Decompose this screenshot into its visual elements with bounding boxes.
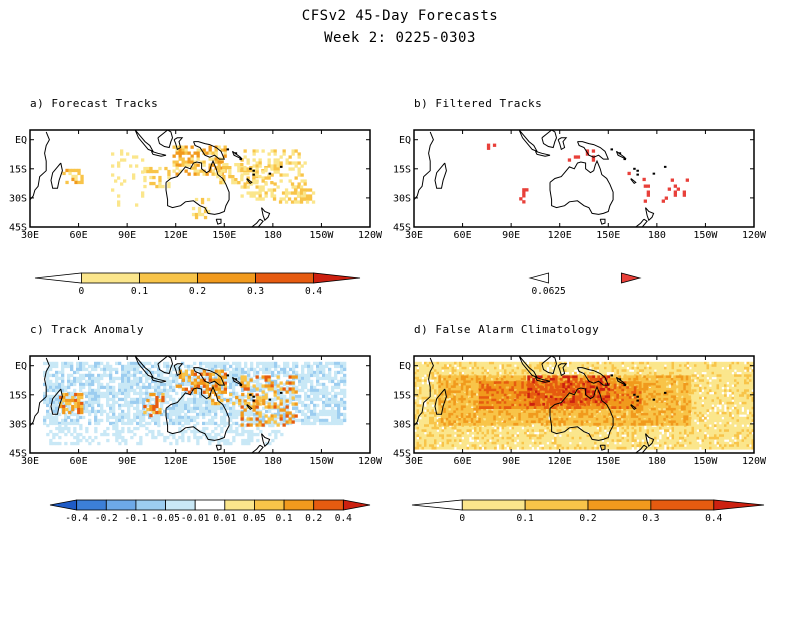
- colorbar-label: 0.01: [213, 513, 236, 524]
- lon-tick-label: 180: [264, 230, 282, 241]
- lat-tick-label: 45S: [393, 449, 411, 460]
- lat-tick-label: 45S: [9, 223, 27, 234]
- lon-tick-label: 120W: [742, 230, 767, 241]
- panel-d-coastlines: [414, 356, 667, 453]
- lon-tick-label: 150E: [596, 456, 620, 467]
- panel-d-colorbar: 0 0.1 0.2 0.3 0.4: [411, 499, 765, 524]
- lat-tick-label: EQ: [15, 361, 27, 372]
- lon-tick-label: 60E: [70, 230, 88, 241]
- colorbar-label: 0.4: [305, 286, 322, 297]
- lon-tick-label: 180: [264, 456, 282, 467]
- colorbar-label: 0.2: [189, 286, 206, 297]
- panel-a-map: 30E 60E 90E 120E 150E 180 150W 120W EQ 15S 30S 45S: [9, 129, 383, 241]
- lat-tick-label: 45S: [393, 223, 411, 234]
- colorbar-label: 0.1: [517, 513, 534, 524]
- panel-b-coastlines: [414, 130, 667, 227]
- lon-tick-label: 150E: [212, 230, 236, 241]
- lon-tick-label: 30E: [405, 456, 423, 467]
- panel-c-map: 30E 60E 90E 120E 150E 180 150W 120W EQ 15S 30S 45S: [9, 355, 383, 467]
- panel-d-map: 30E 60E 90E 120E 150E 180 150W 120W EQ 15S 30S 45S: [393, 355, 767, 467]
- figure-subtitle: Week 2: 0225-0303: [324, 30, 476, 46]
- lon-tick-label: 90E: [502, 230, 520, 241]
- lon-tick-label: 150W: [693, 456, 718, 467]
- panel-a-field: [62, 145, 316, 220]
- panel-c-frame: [29, 355, 371, 454]
- colorbar-label: 0.3: [642, 513, 659, 524]
- lon-tick-label: 120E: [164, 456, 188, 467]
- figure-title: CFSv2 45-Day Forecasts: [301, 8, 499, 24]
- lat-tick-label: 45S: [9, 449, 27, 460]
- lat-tick-label: 15S: [393, 164, 411, 175]
- lat-tick-label: EQ: [399, 135, 411, 146]
- lat-tick-label: EQ: [399, 361, 411, 372]
- lon-tick-label: 120E: [164, 230, 188, 241]
- lat-tick-label: 30S: [393, 193, 411, 204]
- colorbar-label: 0.3: [247, 286, 264, 297]
- colorbar-label: 0.4: [335, 513, 352, 524]
- colorbar-label: 0.2: [579, 513, 596, 524]
- panel-a-frame: [29, 129, 371, 228]
- colorbar-label: 0.05: [243, 513, 266, 524]
- lon-tick-label: 30E: [405, 230, 423, 241]
- lon-tick-label: 120W: [358, 230, 383, 241]
- lon-tick-label: 150W: [309, 456, 334, 467]
- colorbar-label: -0.1: [124, 513, 147, 524]
- lon-tick-label: 30E: [21, 230, 39, 241]
- panel-b-field: [486, 143, 689, 204]
- panel-b-map: 30E 60E 90E 120E 150E 180 150W 120W EQ 15S 30S 45S: [393, 129, 767, 241]
- lon-tick-label: 90E: [118, 230, 136, 241]
- lon-tick-label: 150W: [693, 230, 718, 241]
- panel-d-field: [414, 361, 754, 450]
- lat-tick-label: 15S: [9, 390, 27, 401]
- lon-tick-label: 60E: [454, 456, 472, 467]
- lon-tick-label: 150W: [309, 230, 334, 241]
- colorbar-label: 0.1: [275, 513, 292, 524]
- lon-tick-label: 150E: [212, 456, 236, 467]
- colorbar-label: 0: [459, 513, 465, 524]
- panel-d-frame: [413, 355, 755, 454]
- lon-tick-label: 60E: [70, 456, 88, 467]
- lon-tick-label: 120W: [358, 456, 383, 467]
- lon-tick-label: 120E: [548, 230, 572, 241]
- panel-c-coastlines: [30, 356, 283, 453]
- lon-tick-label: 90E: [502, 456, 520, 467]
- colorbar-label: 0.2: [305, 513, 322, 524]
- lon-tick-label: 90E: [118, 456, 136, 467]
- colorbar-label: 0.4: [705, 513, 722, 524]
- lon-tick-label: 180: [648, 230, 666, 241]
- colorbar-label: -0.05: [151, 513, 180, 524]
- lat-tick-label: 15S: [9, 164, 27, 175]
- panel-a-title: a) Forecast Tracks: [30, 97, 159, 110]
- panel-c-title: c) Track Anomaly: [30, 323, 144, 336]
- panel-a-coastlines: [30, 130, 283, 227]
- colorbar-label: -0.2: [95, 513, 118, 524]
- colorbar-label: 0.1: [131, 286, 148, 297]
- panel-b-frame: [413, 129, 755, 228]
- lon-tick-label: 180: [648, 456, 666, 467]
- lon-tick-label: 60E: [454, 230, 472, 241]
- colorbar-label: -0.01: [181, 513, 210, 524]
- panel-b-colorbar: 0.0625: [528, 272, 642, 297]
- colorbar-label: 0: [79, 286, 85, 297]
- lat-tick-label: 30S: [393, 419, 411, 430]
- lat-tick-label: 30S: [9, 193, 27, 204]
- colorbar-label: 0.0625: [531, 286, 565, 297]
- lat-tick-label: EQ: [15, 135, 27, 146]
- lon-tick-label: 120E: [548, 456, 572, 467]
- lon-tick-label: 30E: [21, 456, 39, 467]
- lat-tick-label: 15S: [393, 390, 411, 401]
- lat-tick-label: 30S: [9, 419, 27, 430]
- colorbar-label: -0.4: [65, 513, 88, 524]
- panel-c-field: [43, 361, 347, 446]
- lon-tick-label: 150E: [596, 230, 620, 241]
- lon-tick-label: 120W: [742, 456, 767, 467]
- panel-d-title: d) False Alarm Climatology: [414, 323, 600, 336]
- panel-a-colorbar: 0 0.1 0.2 0.3 0.4: [34, 272, 361, 297]
- panel-b-title: b) Filtered Tracks: [414, 97, 543, 110]
- panel-c-colorbar: -0.4 -0.2 -0.1 -0.05 -0.01 0.01 0.05 0.1 0.2 0.4: [49, 499, 371, 524]
